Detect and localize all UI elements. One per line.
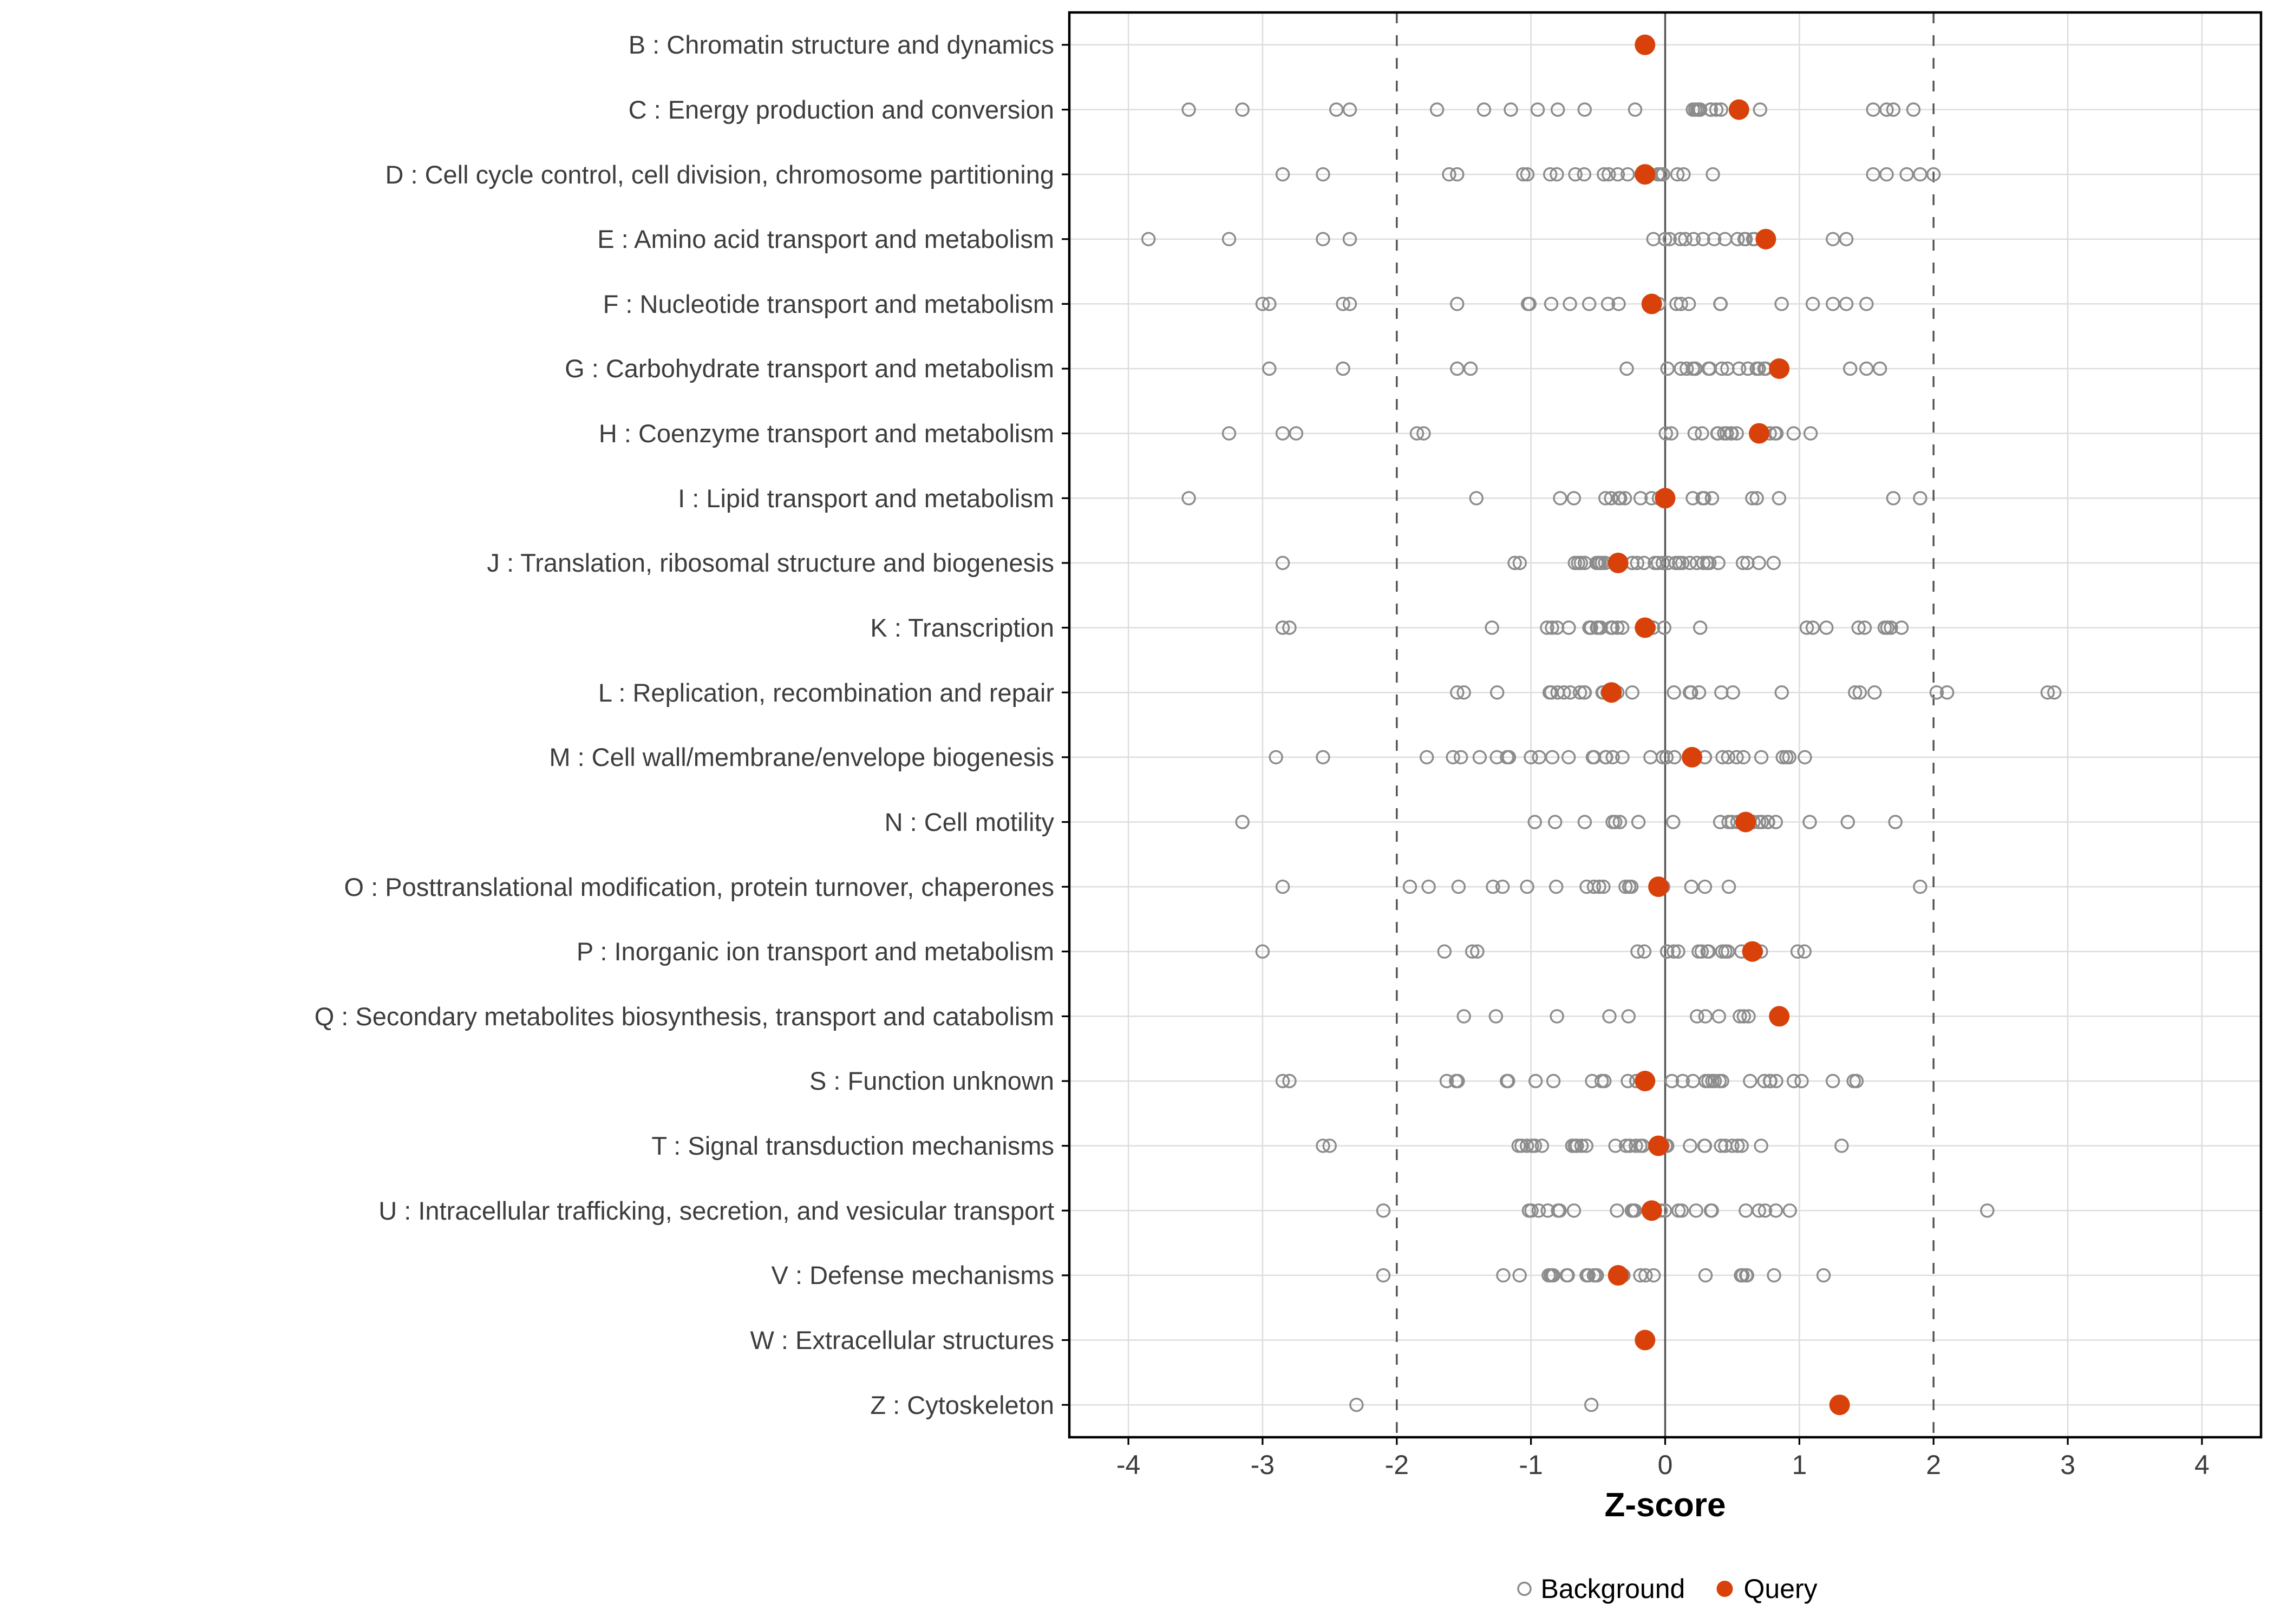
- svg-text:Background: Background: [1541, 1574, 1685, 1604]
- svg-text:Query: Query: [1744, 1574, 1818, 1604]
